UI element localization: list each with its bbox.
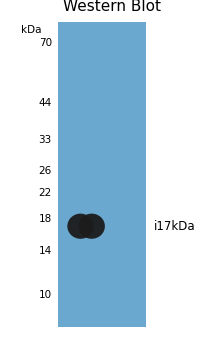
Ellipse shape (78, 214, 104, 239)
Text: 14: 14 (38, 246, 52, 256)
Text: Western Blot: Western Blot (63, 0, 160, 14)
Text: 44: 44 (38, 98, 52, 108)
Text: 22: 22 (38, 188, 52, 198)
Text: 70: 70 (38, 38, 52, 48)
Text: 26: 26 (38, 166, 52, 176)
Text: 33: 33 (38, 135, 52, 146)
Bar (58, 22, 145, 327)
Text: 18: 18 (38, 214, 52, 224)
Text: ⅰ17kDa: ⅰ17kDa (154, 220, 195, 233)
Text: 10: 10 (38, 290, 52, 300)
Ellipse shape (67, 214, 93, 239)
Text: kDa: kDa (21, 25, 42, 35)
